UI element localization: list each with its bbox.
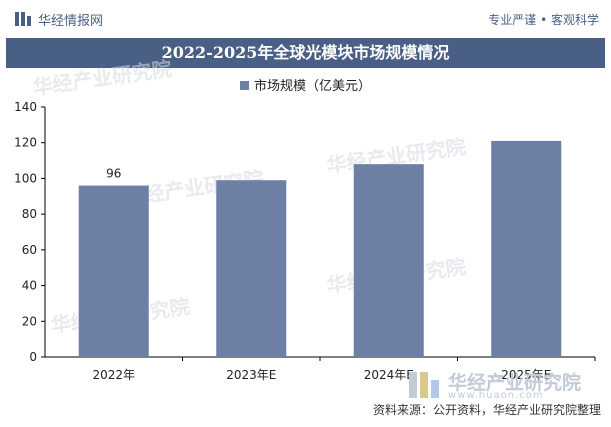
header-bar: 华经情报网 专业严谨 • 客观科学 bbox=[0, 0, 611, 38]
y-tick-label: 120 bbox=[14, 136, 37, 150]
x-tick-label: 2022年 bbox=[92, 368, 135, 382]
bar bbox=[353, 164, 424, 357]
y-tick-label: 0 bbox=[29, 350, 37, 364]
y-tick-label: 20 bbox=[22, 314, 37, 328]
y-tick-label: 100 bbox=[14, 171, 37, 185]
chart-title: 2022-2025年全球光模块市场规模情况 bbox=[6, 38, 605, 68]
chart-legend: 市场规模（亿美元） bbox=[0, 75, 611, 94]
brand-name: 华经情报网 bbox=[38, 14, 104, 29]
y-tick-label: 80 bbox=[22, 207, 37, 221]
x-tick-label: 2023年E bbox=[226, 368, 276, 382]
y-tick-label: 140 bbox=[14, 100, 37, 114]
bar bbox=[491, 140, 562, 357]
data-label: 96 bbox=[106, 167, 121, 181]
watermark-url: www.huaon.com bbox=[448, 390, 544, 401]
legend-label: 市场规模（亿美元） bbox=[253, 79, 371, 94]
watermark-logo-icon bbox=[409, 372, 439, 398]
x-tick-label: 2025年E bbox=[501, 368, 551, 382]
brand-logo-icon bbox=[15, 12, 31, 26]
x-tick-label: 2024年E bbox=[364, 368, 414, 382]
source-note: 资料来源：公开资料，华经产业研究院整理 bbox=[372, 403, 601, 417]
legend-swatch bbox=[239, 81, 249, 90]
y-tick-label: 60 bbox=[22, 243, 37, 257]
bar bbox=[216, 180, 287, 357]
watermark-brand: 华经产业研究院 bbox=[448, 372, 582, 394]
bar bbox=[78, 185, 149, 357]
brand-slogan: 专业严谨 • 客观科学 bbox=[488, 13, 599, 27]
y-tick-label: 40 bbox=[22, 279, 37, 293]
